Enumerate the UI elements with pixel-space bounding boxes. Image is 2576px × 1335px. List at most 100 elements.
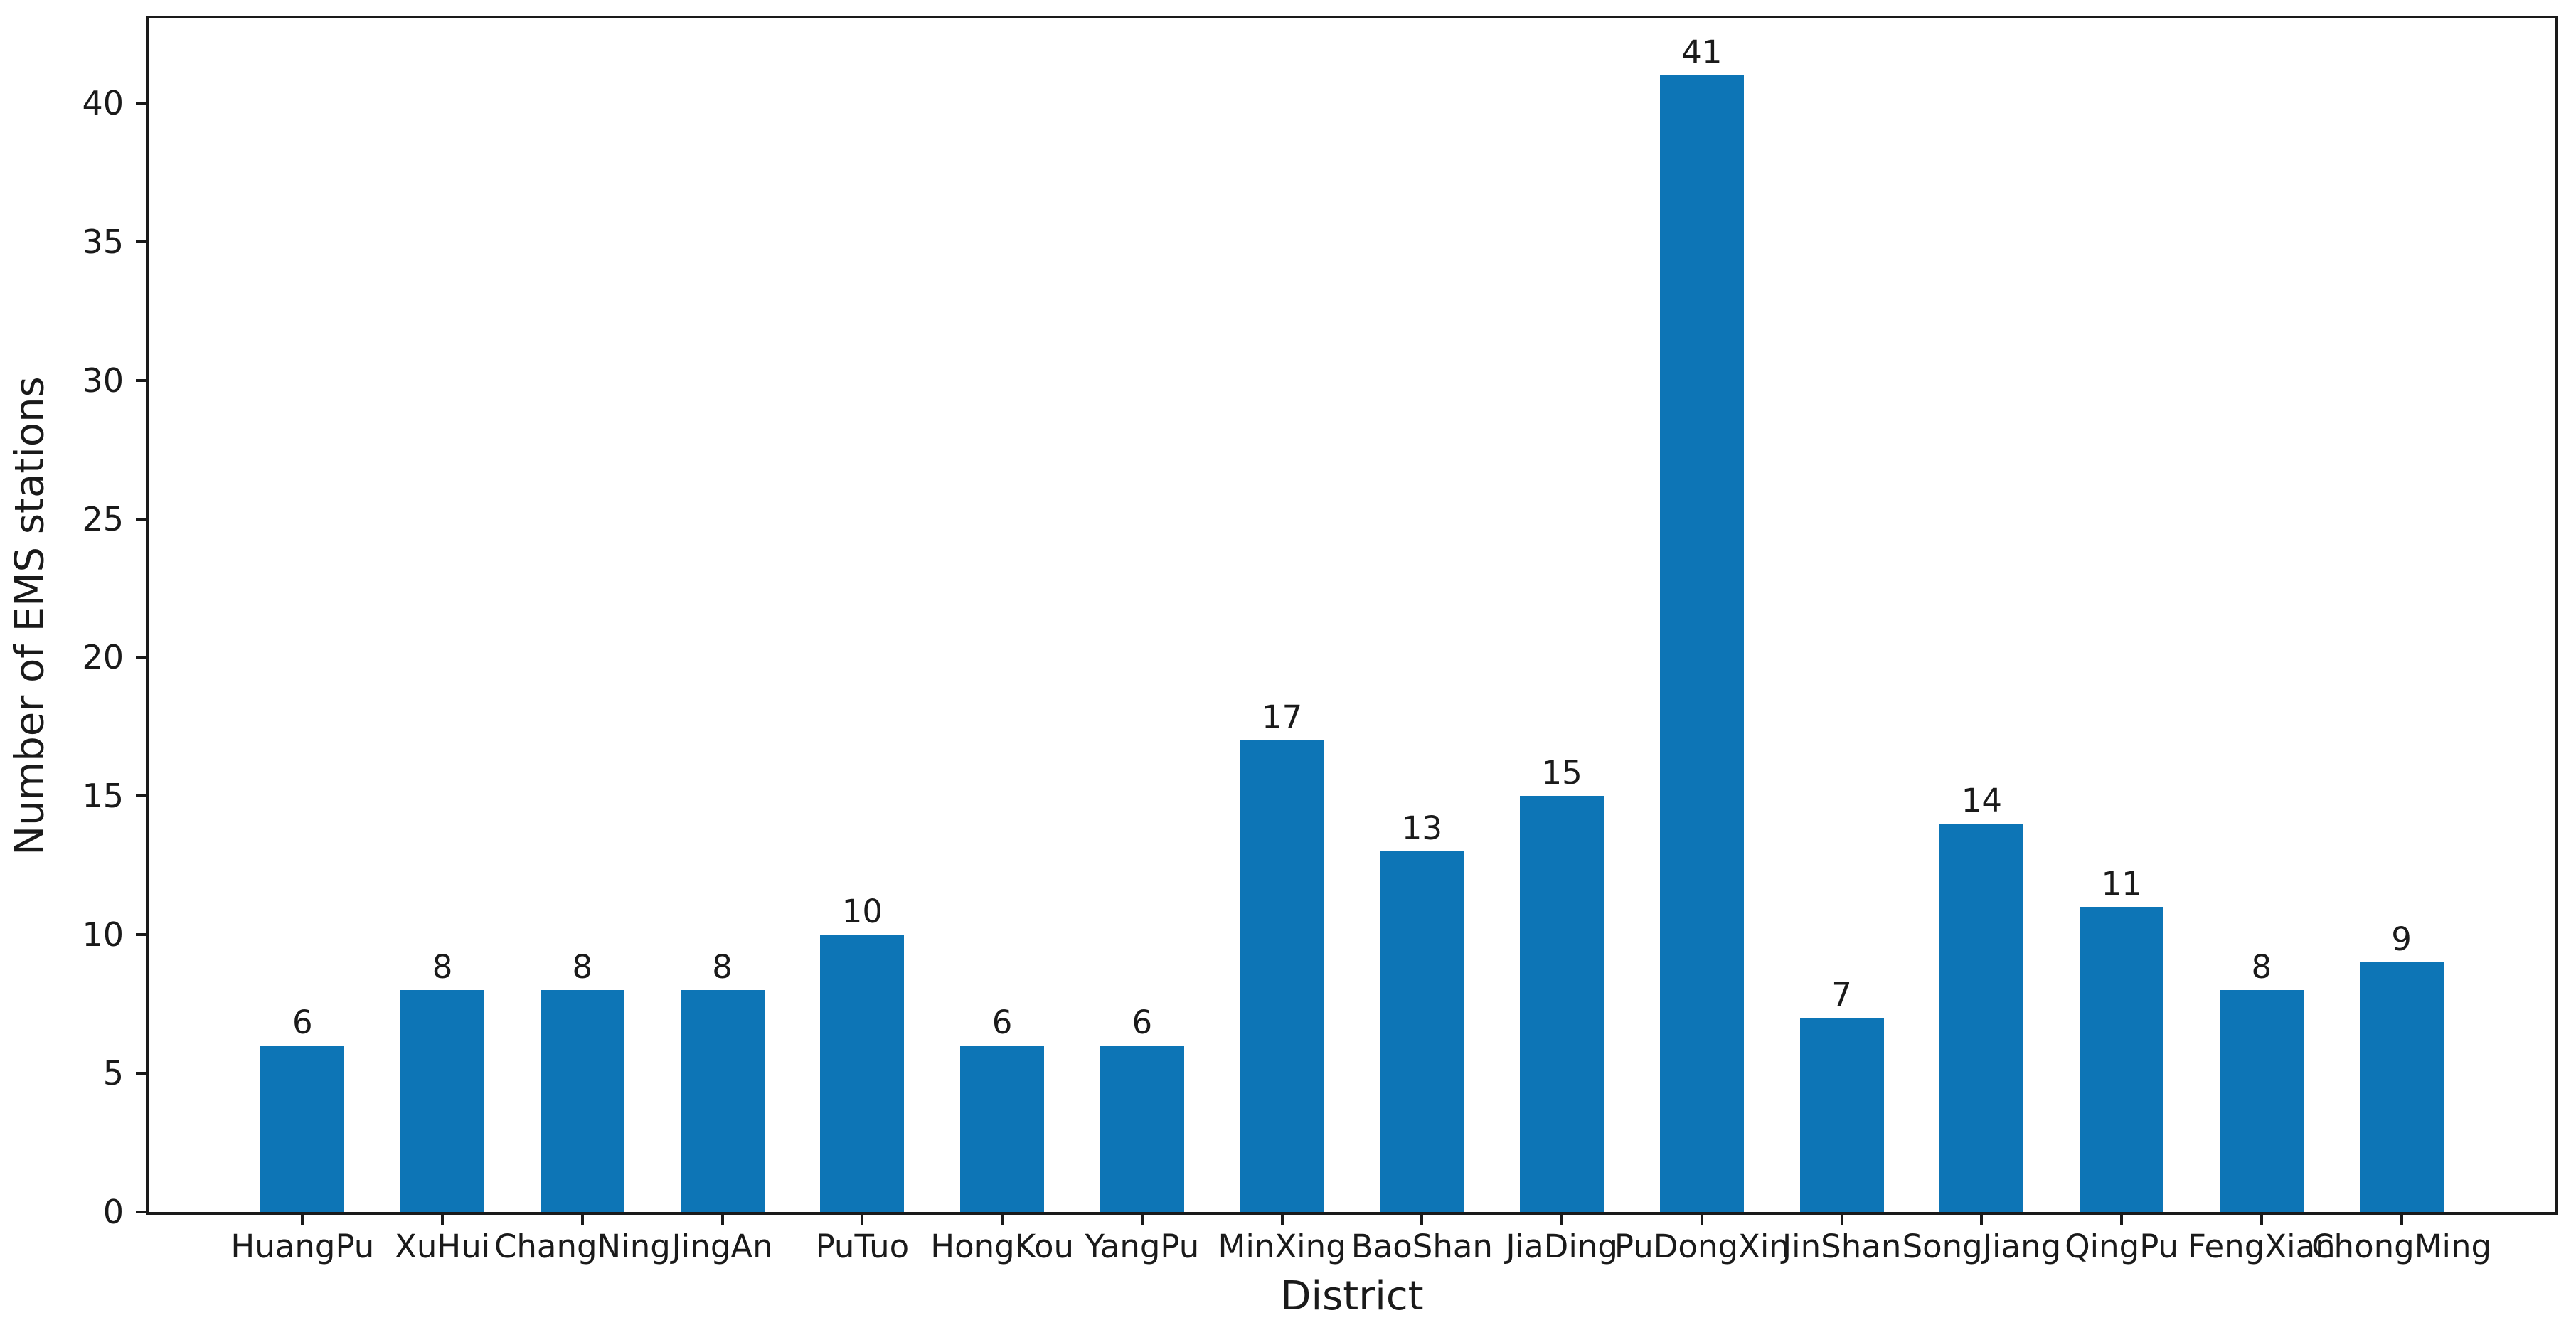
y-tick-label: 0 (102, 1193, 124, 1231)
bar (820, 935, 905, 1212)
x-tick-mark (441, 1215, 445, 1225)
x-tick-label: XuHui (395, 1228, 491, 1265)
y-tick-label: 40 (82, 83, 124, 122)
bar (260, 1046, 345, 1212)
y-tick-mark (136, 378, 146, 382)
plot-area: 6 HuangPu 8 XuHui 8 ChangNing 8 JingAn 10 PuTuo 6 H… (82, 16, 2558, 1264)
bar (1520, 796, 1604, 1212)
x-axis-label: District (1280, 1273, 1424, 1319)
x-tick-mark (1700, 1215, 1703, 1225)
bar-slot: 41 PuDongXin (1614, 18, 1789, 1264)
bar-value-label: 9 (2391, 920, 2412, 959)
y-tick-mark (136, 794, 146, 798)
bar-slot: 14 SongJiang (1902, 18, 2062, 1264)
x-tick-label: JingAn (671, 1228, 773, 1265)
bar-value-label: 8 (712, 948, 733, 986)
bar-slot: 13 BaoShan (1351, 18, 1493, 1264)
x-tick-mark (301, 1215, 304, 1225)
bar-slot: 17 MinXing (1212, 18, 1352, 1264)
bar-slot: 10 PuTuo (792, 18, 932, 1264)
bar-slot: 8 JingAn (652, 18, 792, 1264)
x-tick-label: HongKou (930, 1228, 1075, 1265)
bar-value-label: 17 (1261, 698, 1303, 737)
bar-value-label: 14 (1961, 782, 2002, 820)
bar-slot: 6 HongKou (930, 18, 1074, 1264)
bar-slot: 15 JiaDing (1492, 18, 1632, 1264)
bar (1939, 824, 2024, 1212)
x-tick-mark (1980, 1215, 1984, 1225)
y-tick-mark (136, 101, 146, 105)
bar (1380, 851, 1464, 1212)
x-tick-label: BaoShan (1351, 1228, 1493, 1265)
bar (400, 990, 485, 1212)
y-tick-mark (136, 517, 146, 521)
x-tick-mark (1280, 1215, 1284, 1225)
bar-slot: 8 ChangNing (494, 18, 671, 1264)
bar-slot: 8 FengXian (2188, 18, 2336, 1264)
bar-value-label: 6 (292, 1004, 313, 1042)
x-tick-label: ChongMing (2311, 1228, 2492, 1265)
x-tick-label: MinXing (1218, 1228, 1346, 1265)
x-tick-mark (1560, 1215, 1564, 1225)
x-tick-mark (1001, 1215, 1004, 1225)
x-tick-label: FengXian (2188, 1228, 2336, 1265)
bar (2359, 962, 2444, 1212)
bar (2219, 990, 2304, 1212)
x-tick-mark (2120, 1215, 2124, 1225)
bar-value-label: 8 (572, 948, 593, 986)
bar-value-label: 6 (991, 1004, 1013, 1042)
x-tick-mark (861, 1215, 864, 1225)
x-tick-mark (2260, 1215, 2263, 1225)
x-tick-label: JiaDing (1506, 1228, 1618, 1265)
y-tick-label: 10 (82, 915, 124, 954)
x-tick-mark (720, 1215, 724, 1225)
bar-value-label: 11 (2101, 865, 2142, 903)
bar (2080, 907, 2164, 1212)
bar-slot: 9 ChongMing (2311, 18, 2491, 1264)
x-tick-label: PuTuo (815, 1228, 910, 1265)
y-tick-mark (136, 240, 146, 243)
bar (1799, 1018, 1884, 1212)
bar (540, 990, 624, 1212)
x-tick-label: PuDongXin (1614, 1228, 1789, 1265)
x-tick-mark (1140, 1215, 1144, 1225)
y-tick-label: 25 (82, 499, 124, 538)
x-tick-label: JinShan (1782, 1228, 1902, 1265)
bar-slot: 11 QingPu (2052, 18, 2192, 1264)
bar-slot: 7 JinShan (1772, 18, 1912, 1264)
y-tick-mark (136, 656, 146, 659)
y-tick-mark (136, 1072, 146, 1075)
bar-value-label: 8 (2251, 948, 2272, 986)
y-tick-label: 35 (82, 222, 124, 261)
bar-value-label: 15 (1541, 754, 1582, 792)
y-tick-mark (136, 1211, 146, 1213)
bar-value-label: 41 (1681, 33, 1723, 71)
x-tick-label: YangPu (1085, 1228, 1200, 1265)
bars-container: 6 HuangPu 8 XuHui 8 ChangNing 8 JingAn 10 PuTuo 6 H… (149, 18, 2555, 1264)
bar-slot: 6 HuangPu (230, 18, 374, 1264)
x-tick-label: QingPu (2065, 1228, 2179, 1265)
y-axis-label: Number of EMS stations (6, 376, 53, 856)
x-tick-mark (2400, 1215, 2403, 1225)
x-tick-mark (1420, 1215, 1424, 1225)
bar (960, 1046, 1045, 1212)
y-tick-label: 5 (102, 1054, 124, 1093)
bar-slot: 6 YangPu (1073, 18, 1213, 1264)
bar-value-label: 13 (1401, 809, 1442, 848)
bar-value-label: 8 (432, 948, 453, 986)
x-tick-label: ChangNing (494, 1228, 671, 1265)
bar (1100, 1046, 1184, 1212)
bar (1240, 740, 1324, 1212)
x-tick-mark (580, 1215, 584, 1225)
y-tick-label: 20 (82, 638, 124, 677)
bar-slot: 8 XuHui (373, 18, 513, 1264)
bar-value-label: 10 (841, 893, 883, 931)
x-tick-label: HuangPu (230, 1228, 375, 1265)
bar (680, 990, 765, 1212)
x-tick-label: SongJiang (1902, 1228, 2062, 1265)
x-tick-mark (1840, 1215, 1843, 1225)
y-tick-label: 30 (82, 361, 124, 400)
bar-value-label: 6 (1132, 1004, 1153, 1042)
y-tick-mark (136, 933, 146, 937)
